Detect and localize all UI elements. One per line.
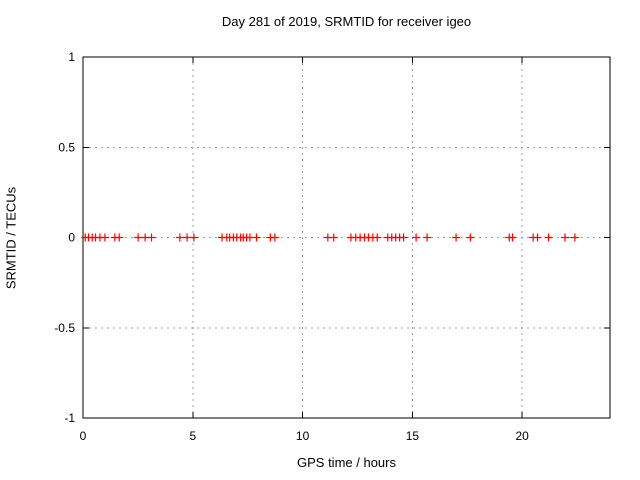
x-tick-label: 5 [189,429,196,443]
x-tick-label: 10 [296,429,310,443]
y-tick-label: 1 [68,50,75,64]
data-point-marker [183,233,192,242]
data-point-marker [329,233,338,242]
data-point-marker [533,233,542,242]
data-point-marker [399,233,408,242]
data-point-marker [175,233,184,242]
y-tick-label: 0 [68,231,75,245]
chart-title: Day 281 of 2019, SRMTID for receiver ige… [221,14,472,29]
x-axis-label: GPS time / hours [297,455,396,470]
data-point-marker [544,233,553,242]
tick-labels: 0 5 10 15 20 -1 -0.5 0 0.5 1 [54,50,529,443]
data-point-marker [412,233,421,242]
grid-lines [83,57,610,418]
data-point-marker [560,233,569,242]
data-point-marker [252,233,261,242]
data-points [81,233,579,242]
data-point-marker [189,233,198,242]
data-point-marker [466,233,475,242]
x-tick-label: 0 [80,429,87,443]
x-tick-label: 20 [515,429,529,443]
x-tick-label: 15 [406,429,420,443]
data-point-marker [100,233,109,242]
data-point-marker [423,233,432,242]
data-point-marker [373,233,382,242]
data-point-marker [570,233,579,242]
data-point-marker [134,233,143,242]
data-point-marker [508,233,517,242]
data-point-marker [270,233,279,242]
y-tick-label: -1 [64,411,75,425]
data-point-marker [115,233,124,242]
y-tick-label: -0.5 [54,321,75,335]
data-point-marker [147,233,156,242]
data-point-marker [452,233,461,242]
y-tick-label: 0.5 [58,140,75,154]
